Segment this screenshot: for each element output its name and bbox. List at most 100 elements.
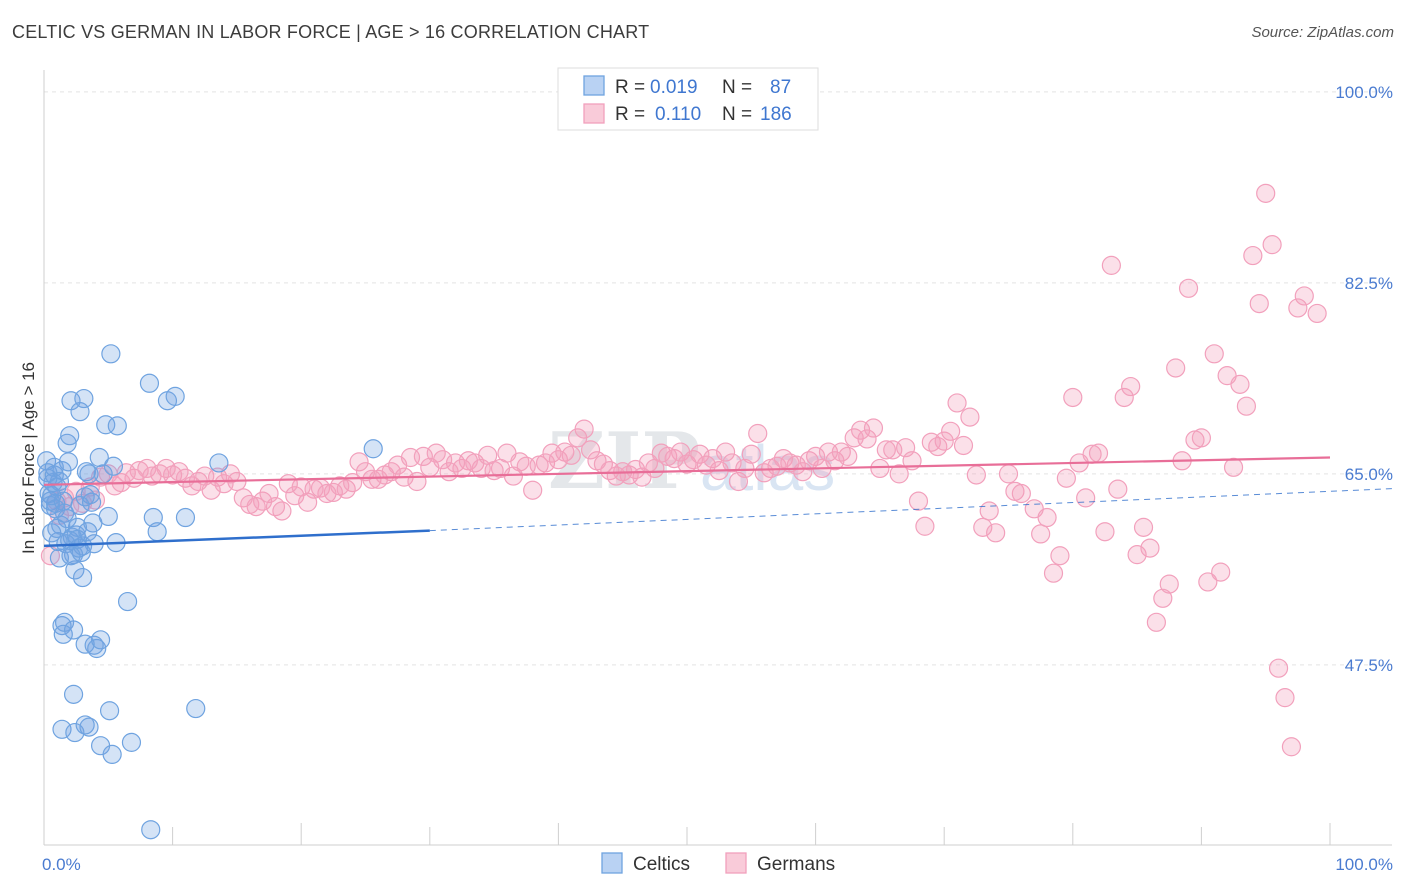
germans-point-49 [349,452,369,472]
germans-point-118 [793,462,813,482]
legend-n-value-celtics: 87 [770,77,791,98]
germans-point-106 [715,442,736,462]
celtics-point-40 [103,456,124,476]
celtics-point-46 [147,522,167,542]
grid-lines [44,91,1392,666]
tick-labels: 47.5% 65.0% 82.5% 100.0% 0.0% 100.0% [42,83,1393,874]
celtics-point-35 [89,447,109,468]
celtics-point-64 [63,684,84,704]
celtics-point-39 [101,344,121,364]
celtics-point-69 [121,732,142,752]
germans-point-154 [1037,507,1057,528]
germans-point-165 [1108,479,1128,499]
germans-point-142 [947,393,967,413]
germans-point-181 [1211,562,1231,582]
celtics-point-80 [70,495,90,516]
germans-point-160 [1076,488,1096,508]
germans-trend-line [43,456,1331,486]
germans-point-179 [1198,572,1218,592]
legend-swatch-celtics [583,75,605,96]
germans-point-51 [362,469,382,489]
germans-point-125 [838,446,858,467]
celtics-point-63 [79,717,99,737]
germans-point-110 [741,444,761,464]
celtics-point-48 [165,386,185,406]
celtics-point-42 [107,416,127,436]
germans-point-111 [748,423,768,444]
germans-point-171 [1146,612,1166,632]
germans-point-180 [1204,344,1224,364]
germans-point-192 [1281,737,1302,757]
germans-point-190 [1268,658,1289,678]
germans-point-120 [805,446,826,467]
germans-point-85 [580,440,601,460]
celtics-point-44 [139,373,160,393]
germans-point-5 [66,481,86,501]
germans-point-141 [941,421,961,441]
germans-point-195 [1307,303,1327,324]
celtics-point-65 [99,701,120,721]
celtics-point-29 [76,462,97,482]
legend-r-label-germans: R = [615,104,645,125]
celtics-point-14 [57,433,77,453]
germans-point-144 [960,407,980,427]
legend-n-label-celtics: N = [722,77,752,98]
celtics-point-20 [65,560,85,580]
germans-point-137 [915,516,935,536]
celtics-point-50 [209,453,229,473]
x-tick-label-1: 100.0% [1335,855,1393,874]
germans-point-156 [1050,546,1070,566]
germans-point-167 [1121,376,1141,397]
celtics-point-84 [61,546,81,566]
celtics-point-79 [57,509,77,529]
germans-point-187 [1249,293,1269,314]
germans-point-131 [876,440,896,460]
legend-n-label-germans: N = [722,104,752,125]
y-tick-label-0: 47.5% [1345,656,1393,675]
celtics-point-15 [58,452,79,472]
bottom-legend-swatch-germans [725,852,747,874]
legend-r-label-celtics: R = [615,77,645,98]
germans-point-143 [953,435,974,456]
germans-point-189 [1262,235,1282,255]
germans-point-170 [1140,538,1160,558]
germans-point-129 [863,418,884,438]
germans-point-193 [1288,298,1308,318]
germans-point-133 [889,464,909,484]
celtics-point-49 [175,507,196,528]
germans-point-158 [1063,387,1083,408]
germans-point-166 [1114,387,1134,408]
germans-point-140 [934,431,954,451]
germans-point-162 [1088,443,1109,463]
celtics-point-32 [81,492,102,512]
germans-point-176 [1178,278,1199,298]
germans-point-76 [523,480,543,500]
germans-point-37 [272,501,292,521]
legend-r-value-celtics: 0.019 [650,77,698,98]
germans-point-163 [1095,522,1115,542]
germans-point-149 [998,464,1019,484]
germans-point-58 [407,471,427,492]
germans-point-128 [857,429,877,449]
germans-point-185 [1236,396,1257,416]
germans-point-9 [90,467,111,487]
germans-point-153 [1031,524,1051,544]
trend-lines [43,456,1393,548]
legend-n-value-germans: 186 [760,104,792,125]
celtics-point-55 [63,620,84,640]
chart-title: CELTIC VS GERMAN IN LABOR FORCE | AGE > … [12,22,650,42]
germans-point-136 [908,491,929,511]
germans-point-102 [690,444,710,464]
germans-point-174 [1166,358,1186,378]
celtics-point-16 [60,426,80,446]
germans-point-183 [1223,457,1244,477]
germans-point-151 [1011,483,1031,504]
germans-point-164 [1101,255,1121,275]
germans-point-82 [561,445,581,465]
germans-point-178 [1191,428,1212,448]
germans-point-130 [870,458,890,479]
celtics-point-68 [102,744,122,765]
germans-point-145 [966,465,986,485]
germans-point-155 [1043,563,1064,583]
